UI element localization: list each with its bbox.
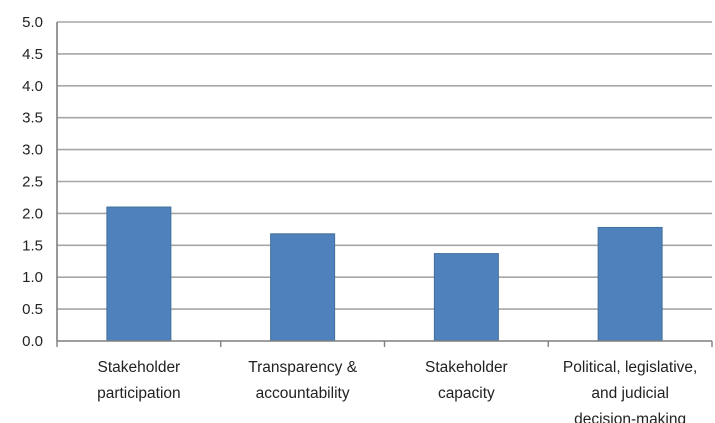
bar-3 <box>597 226 663 342</box>
y-tick-label: 1.0 <box>22 269 43 286</box>
y-tick-label: 0.5 <box>22 301 43 318</box>
x-category-label: capacity <box>438 385 495 402</box>
y-tick-label: 2.5 <box>22 174 43 191</box>
x-category-label: accountability <box>256 385 350 402</box>
x-category-label: and judicial <box>591 385 669 402</box>
x-category-label: Stakeholder <box>98 359 181 376</box>
x-category-label: Political, legislative, <box>563 359 697 376</box>
x-category-label: participation <box>97 385 181 402</box>
y-tick-labels: 0.0 0.5 1.0 1.5 2.0 2.5 3.0 3.5 4.0 4.5 5.0 <box>22 14 43 350</box>
axes <box>56 22 713 347</box>
y-tick-label: 1.5 <box>22 237 43 254</box>
x-category-labels: Stakeholder participation Transparency & ac… <box>97 359 697 423</box>
bar-1 <box>270 233 336 342</box>
x-category-label: decision-making <box>574 411 686 423</box>
y-tick-label: 3.5 <box>22 110 43 127</box>
y-tick-label: 0.0 <box>22 333 43 350</box>
x-category-label: Transparency & <box>248 359 357 376</box>
y-tick-label: 3.0 <box>22 142 43 159</box>
x-category-label: Stakeholder <box>425 359 508 376</box>
bar-2 <box>433 253 499 342</box>
y-tick-label: 4.0 <box>22 78 43 95</box>
bars <box>106 206 663 342</box>
y-tick-label: 2.0 <box>22 205 43 222</box>
y-tick-label: 5.0 <box>22 14 43 31</box>
y-tick-label: 4.5 <box>22 46 43 63</box>
bar-0 <box>106 206 172 342</box>
